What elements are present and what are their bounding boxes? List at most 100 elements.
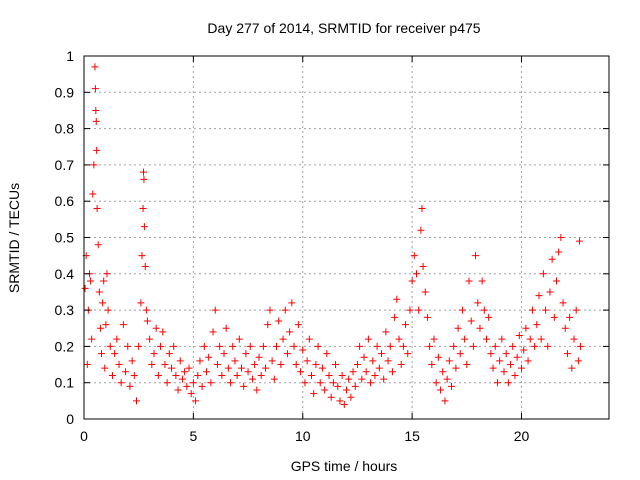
data-point [509, 342, 517, 350]
data-point [103, 270, 111, 278]
data-point [555, 248, 563, 256]
data-point [83, 361, 91, 369]
y-tick-label: 1 [66, 48, 74, 64]
data-point [321, 386, 329, 394]
y-tick-label: 0.3 [55, 302, 75, 318]
data-point [268, 357, 276, 365]
data-point [373, 342, 381, 350]
data-point [279, 335, 287, 343]
data-point [312, 361, 320, 369]
data-point [340, 400, 348, 408]
data-point [297, 368, 305, 376]
data-point [386, 342, 394, 350]
data-point [513, 353, 521, 361]
data-point [174, 386, 182, 394]
data-point [362, 368, 370, 376]
data-point [172, 371, 180, 379]
data-point [207, 379, 215, 387]
data-point [465, 277, 473, 285]
data-point [277, 361, 285, 369]
data-point [264, 321, 272, 329]
data-point [550, 313, 558, 321]
data-point [356, 342, 364, 350]
data-point [395, 335, 403, 343]
data-point [559, 299, 567, 307]
data-point [106, 342, 114, 350]
data-point [117, 379, 125, 387]
data-point [546, 288, 554, 296]
data-point [528, 306, 536, 314]
data-point [255, 353, 263, 361]
data-point [531, 342, 539, 350]
data-point [92, 117, 100, 125]
data-point [93, 204, 101, 212]
data-point [273, 342, 280, 350]
data-point [461, 335, 469, 343]
data-point [428, 361, 436, 369]
data-point [408, 277, 416, 285]
data-point [128, 357, 136, 365]
data-point [90, 161, 98, 169]
data-point [94, 241, 102, 249]
data-point [281, 306, 289, 314]
y-tick-label: 0.9 [55, 84, 75, 100]
data-point [397, 361, 405, 369]
data-point [294, 321, 302, 329]
data-point [445, 357, 453, 365]
data-point [98, 350, 105, 358]
gridlines [84, 56, 609, 419]
data-point [502, 350, 510, 358]
data-point [327, 393, 335, 401]
data-point [504, 379, 512, 387]
data-point [507, 361, 515, 369]
data-point [458, 306, 466, 314]
data-point [115, 361, 123, 369]
data-point [146, 335, 154, 343]
data-point [537, 335, 545, 343]
axis-ticks: 0 5 10 15 20 0 0.1 0.2 0.3 0.4 0.5 0.6 0.7 0.8 0.9 1 [55, 48, 609, 444]
y-tick-label: 0.7 [55, 157, 75, 173]
data-point [314, 342, 322, 350]
y-tick-label: 0.2 [55, 338, 75, 354]
data-point [104, 306, 112, 314]
data-point [336, 397, 344, 405]
data-point [240, 382, 248, 390]
data-point [404, 350, 412, 358]
data-point [434, 353, 442, 361]
data-points [81, 63, 585, 408]
data-point [216, 342, 224, 350]
data-point [139, 204, 147, 212]
data-point [432, 379, 440, 387]
data-point [135, 342, 143, 350]
y-tick-label: 0.1 [55, 375, 75, 391]
data-point [163, 379, 171, 387]
data-point [360, 353, 368, 361]
data-point [229, 342, 237, 350]
data-point [148, 361, 156, 369]
data-point [111, 350, 119, 358]
data-point [454, 324, 462, 332]
data-point [259, 342, 267, 350]
data-point [96, 324, 104, 332]
data-point [380, 375, 388, 383]
data-point [437, 386, 445, 394]
data-point [124, 342, 132, 350]
data-point [244, 368, 252, 376]
data-point [375, 364, 383, 372]
data-point [334, 382, 342, 390]
data-point [557, 234, 565, 241]
data-point [161, 361, 169, 369]
data-point [402, 321, 410, 329]
x-tick-label: 0 [80, 428, 88, 444]
data-point [575, 237, 583, 245]
data-point [303, 357, 311, 365]
data-point [301, 379, 309, 387]
data-point [539, 270, 547, 278]
data-point [329, 379, 337, 387]
data-point [152, 324, 160, 332]
data-point [292, 361, 300, 369]
data-point [478, 277, 486, 285]
data-point [563, 350, 571, 358]
data-point [168, 364, 175, 372]
